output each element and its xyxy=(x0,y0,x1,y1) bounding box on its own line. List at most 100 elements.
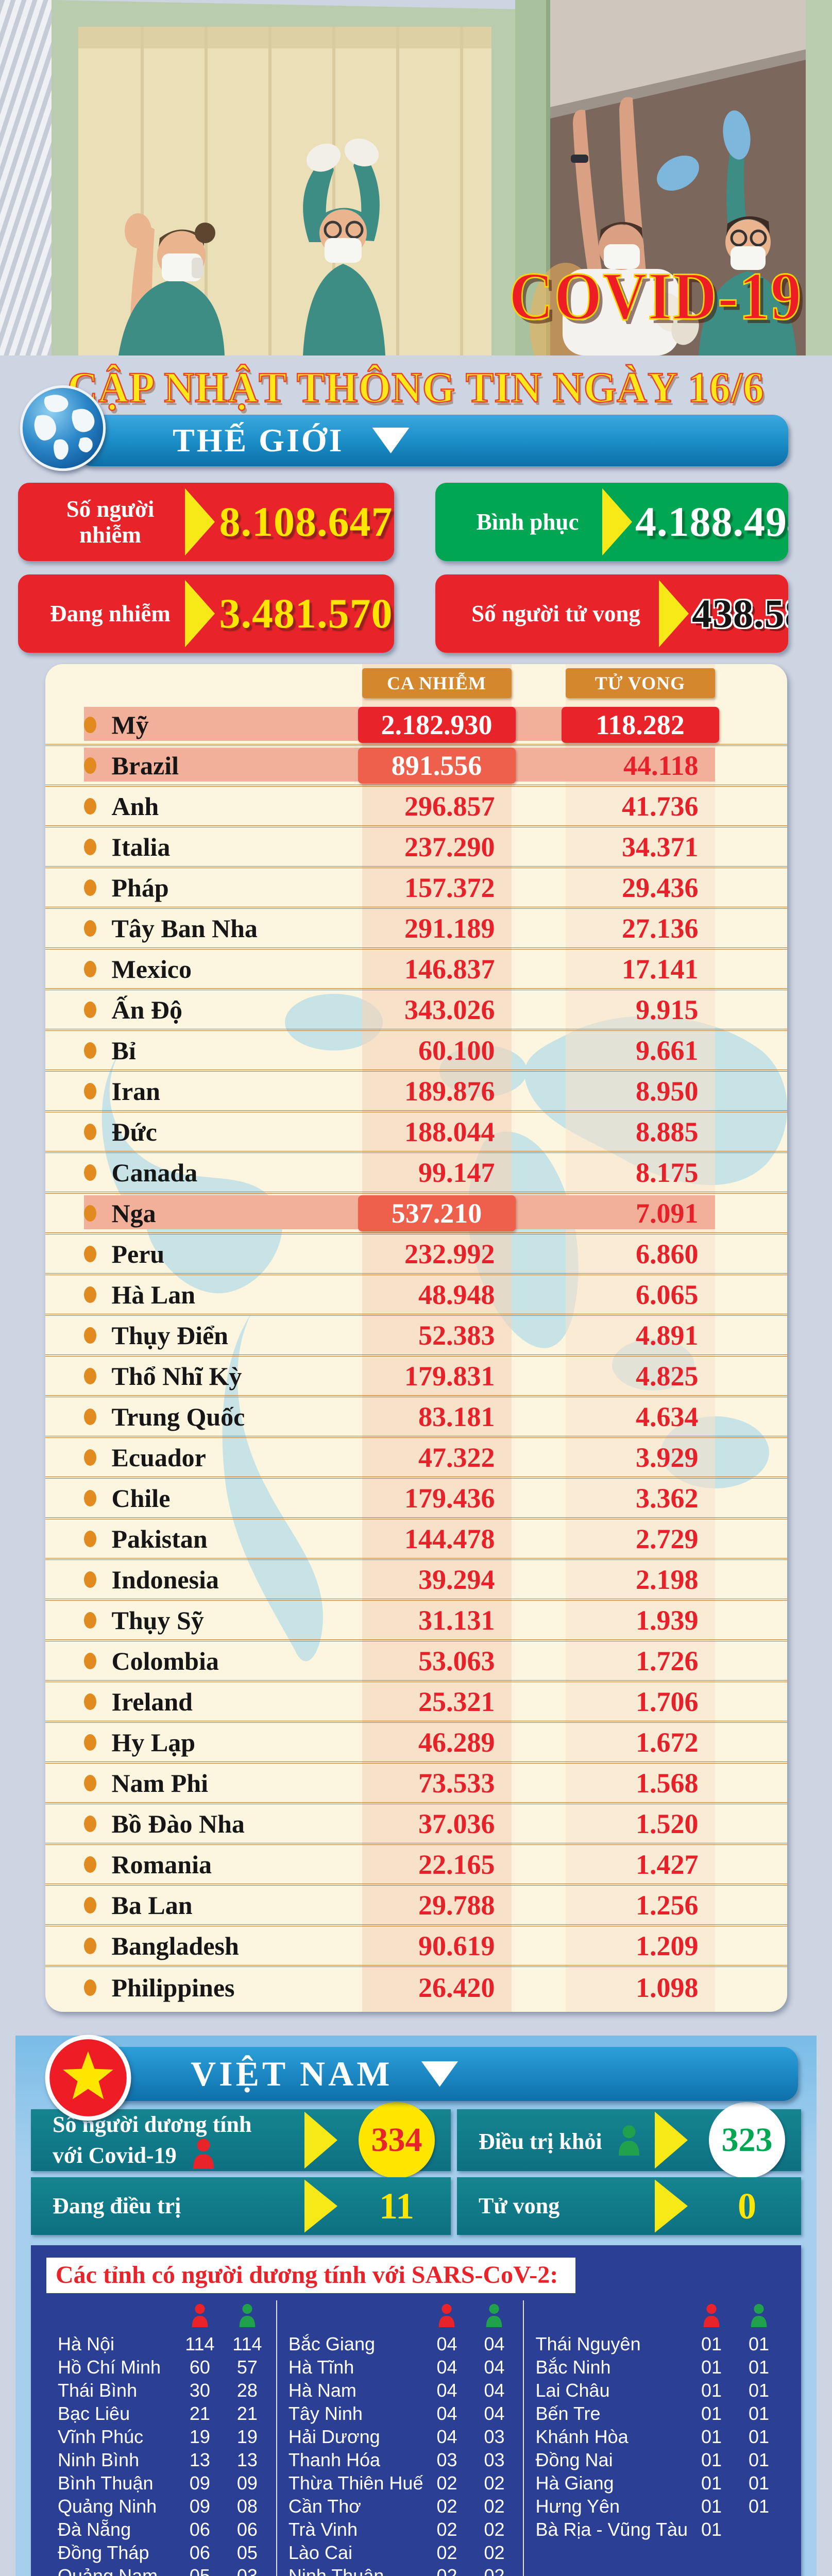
province-positive: 01 xyxy=(701,2402,722,2424)
update-subtitle: CẬP NHẬT THÔNG TIN NGÀY 16/6 xyxy=(67,363,765,413)
province-row: Bà Rịa - Vũng Tàu 01 xyxy=(535,2518,783,2541)
country-deaths: 29.436 xyxy=(622,872,699,903)
country-bullet-icon xyxy=(83,1530,96,1547)
country-cases: 232.992 xyxy=(404,1238,495,1269)
arrow-right-icon xyxy=(185,488,215,556)
province-row: Quảng Nam 05 03 xyxy=(58,2564,271,2576)
person-icon-red xyxy=(703,2303,720,2327)
person-icon-red xyxy=(439,2303,455,2327)
world-table-rows: Mỹ 2.182.930 118.282 Brazil 891.556 44.118 Anh… xyxy=(45,705,787,2008)
country-cases: 37.036 xyxy=(418,1808,495,1839)
province-row: Đồng Tháp 06 05 xyxy=(58,2541,271,2564)
province-column: Thái Nguyên 01 01 Bắc Ninh 01 01 Lai Châu 01 01 B… xyxy=(523,2300,788,2576)
country-deaths: 118.282 xyxy=(561,706,719,743)
stat-infected: Số người nhiễm 8.108.647 xyxy=(18,483,394,561)
province-icon-header xyxy=(288,2300,518,2330)
country-cases: 2.182.930 xyxy=(358,706,516,743)
province-recovered: 01 xyxy=(748,2472,770,2494)
province-recovered: 09 xyxy=(236,2472,258,2494)
province-positive: 02 xyxy=(436,2518,457,2540)
province-column: Bắc Giang 04 04 Hà Tĩnh 04 04 Hà Nam 04 04 Tây Ni… xyxy=(276,2300,523,2576)
province-name: Đồng Tháp xyxy=(58,2541,149,2563)
province-recovered: 13 xyxy=(236,2449,258,2470)
country-name: Pakistan xyxy=(111,1524,208,1553)
province-row: Hồ Chí Minh 60 57 xyxy=(58,2355,271,2379)
country-row: Thụy Sỹ 31.131 1.939 xyxy=(45,1601,787,1641)
province-name: Bà Rịa - Vũng Tàu xyxy=(535,2518,688,2540)
country-row: Mỹ 2.182.930 118.282 xyxy=(45,705,787,746)
country-name: Brazil xyxy=(111,751,179,780)
country-bullet-icon xyxy=(83,1001,96,1018)
country-row: Brazil 891.556 44.118 xyxy=(45,746,787,787)
world-summary-stats: Số người nhiễm 8.108.647 Bình phục 4.188… xyxy=(18,483,788,653)
provinces-title: Các tỉnh có người dương tính với SARS-Co… xyxy=(46,2258,576,2293)
country-deaths: 8.885 xyxy=(636,1116,699,1147)
province-positive: 01 xyxy=(701,2495,722,2517)
country-row: Ấn Độ 343.026 9.915 xyxy=(45,990,787,1031)
province-positive: 05 xyxy=(189,2565,210,2576)
province-row: Bạc Liêu 21 21 xyxy=(58,2402,271,2425)
country-bullet-icon xyxy=(83,1734,96,1751)
province-row: Cần Thơ 02 02 xyxy=(288,2495,518,2518)
province-recovered: 04 xyxy=(484,2379,505,2401)
province-row: Đồng Nai 01 01 xyxy=(535,2448,783,2471)
province-positive: 02 xyxy=(436,2472,457,2494)
province-positive: 114 xyxy=(185,2333,215,2354)
country-cases: 296.857 xyxy=(404,790,495,822)
country-deaths: 4.891 xyxy=(636,1319,699,1351)
country-row: Bỉ 60.100 9.661 xyxy=(45,1031,787,1072)
province-row: Vĩnh Phúc 19 19 xyxy=(58,2425,271,2448)
province-icon-header xyxy=(535,2300,783,2330)
country-name: Peru xyxy=(111,1239,165,1268)
country-name: Nam Phi xyxy=(111,1768,209,1798)
province-row: Lào Cai 02 02 xyxy=(288,2541,518,2564)
country-deaths: 1.427 xyxy=(636,1849,699,1880)
country-deaths: 1.672 xyxy=(636,1726,699,1758)
province-positive: 03 xyxy=(436,2449,457,2470)
province-recovered: 02 xyxy=(484,2518,505,2540)
country-name: Canada xyxy=(111,1158,198,1187)
province-positive: 04 xyxy=(436,2402,457,2424)
country-cases: 291.189 xyxy=(404,912,495,944)
province-positive: 19 xyxy=(189,2426,210,2447)
country-name: Pháp xyxy=(111,873,169,902)
vietnam-flag-icon xyxy=(44,2033,132,2122)
province-row: Thanh Hóa 03 03 xyxy=(288,2448,518,2471)
vn-treating-value: 11 xyxy=(379,2185,415,2227)
country-deaths: 9.661 xyxy=(636,1035,699,1066)
country-cases: 52.383 xyxy=(418,1319,495,1351)
country-bullet-icon xyxy=(83,1408,96,1425)
stat-label: Đang nhiễm xyxy=(50,600,171,626)
country-deaths: 27.136 xyxy=(622,912,699,944)
province-positive: 04 xyxy=(436,2379,457,2401)
vietnam-header-bar: VIỆT NAM xyxy=(93,2047,798,2101)
hero-photo: COVID-19 xyxy=(0,0,832,355)
country-row: Nam Phi 73.533 1.568 xyxy=(45,1764,787,1804)
country-bullet-icon xyxy=(83,1856,96,1873)
country-deaths: 17.141 xyxy=(622,953,699,985)
country-bullet-icon xyxy=(83,1367,96,1384)
country-row: Tây Ban Nha 291.189 27.136 xyxy=(45,909,787,950)
country-deaths: 2.198 xyxy=(636,1564,699,1595)
province-name: Trà Vinh xyxy=(288,2518,358,2540)
province-positive: 30 xyxy=(189,2379,210,2401)
province-positive: 13 xyxy=(189,2449,210,2470)
country-name: Italia xyxy=(111,832,171,861)
vn-stat-positive: Số người dương tính với Covid-19 334 xyxy=(31,2102,451,2178)
province-row: Hà Nam 04 04 xyxy=(288,2379,518,2402)
country-row: Pakistan 144.478 2.729 xyxy=(45,1519,787,1560)
province-row: Hà Nội 114 114 xyxy=(58,2332,271,2355)
country-bullet-icon xyxy=(83,838,96,855)
province-positive: 02 xyxy=(436,2565,457,2576)
stat-deaths: Số người tử vong 438.583 xyxy=(435,574,788,653)
province-name: Bến Tre xyxy=(535,2402,601,2424)
country-bullet-icon xyxy=(83,1449,96,1466)
province-recovered: 19 xyxy=(236,2426,258,2447)
country-cases: 47.322 xyxy=(418,1442,495,1473)
province-positive: 04 xyxy=(436,2333,457,2354)
country-name: Iran xyxy=(111,1076,160,1106)
country-cases: 39.294 xyxy=(418,1564,495,1595)
country-cases: 146.837 xyxy=(404,953,495,985)
country-row: Anh 296.857 41.736 xyxy=(45,787,787,827)
country-cases: 343.026 xyxy=(404,994,495,1025)
